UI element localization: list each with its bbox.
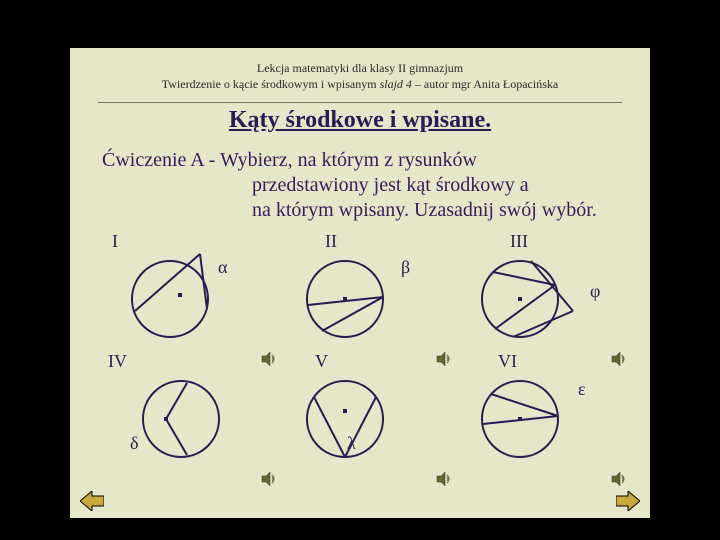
speaker-icon[interactable] xyxy=(586,329,602,345)
exercise-line2: przedstawiony jest kąt środkowy a xyxy=(102,173,622,198)
next-button[interactable] xyxy=(616,490,640,512)
circle-diagram xyxy=(115,369,235,469)
figure-IV: IVδ xyxy=(90,347,260,467)
circle-diagram xyxy=(115,249,235,349)
nav-left xyxy=(80,490,104,512)
exercise-line1: Ćwiczenie A - Wybierz, na którym z rysun… xyxy=(102,149,477,171)
exercise-line3: na którym wpisany. Uzasadnij swój wybór. xyxy=(102,198,622,223)
angle-symbol: φ xyxy=(590,281,600,302)
figures-area: IαIIβIIIφ IVδVλVIε xyxy=(70,223,650,483)
exercise-text: Ćwiczenie A - Wybierz, na którym z rysun… xyxy=(102,148,622,223)
page-title: Kąty środkowe i wpisane. xyxy=(70,107,650,134)
circle-diagram xyxy=(465,249,585,349)
figure-II: IIβ xyxy=(265,227,435,347)
circle-diagram xyxy=(290,369,410,469)
speaker-icon[interactable] xyxy=(411,329,427,345)
arrow-left-icon xyxy=(80,491,104,511)
circle-diagram xyxy=(465,369,585,469)
figure-I: Iα xyxy=(90,227,260,347)
speaker-icon[interactable] xyxy=(586,449,602,465)
speaker-icon[interactable] xyxy=(236,329,252,345)
figure-III: IIIφ xyxy=(440,227,610,347)
circle-diagram xyxy=(290,249,410,349)
arrow-right-icon xyxy=(616,491,640,511)
prev-button[interactable] xyxy=(80,490,104,512)
slide-header: Lekcja matematyki dla klasy II gimnazjum… xyxy=(70,48,650,92)
figure-VI: VIε xyxy=(440,347,610,467)
slide: Lekcja matematyki dla klasy II gimnazjum… xyxy=(70,48,650,518)
speaker-icon[interactable] xyxy=(236,449,252,465)
figure-V: Vλ xyxy=(265,347,435,467)
header-line2: Twierdzenie o kącie środkowym i wpisanym… xyxy=(70,76,650,92)
divider xyxy=(98,102,622,103)
speaker-icon[interactable] xyxy=(411,449,427,465)
nav-right xyxy=(616,490,640,512)
header-line1: Lekcja matematyki dla klasy II gimnazjum xyxy=(70,60,650,76)
